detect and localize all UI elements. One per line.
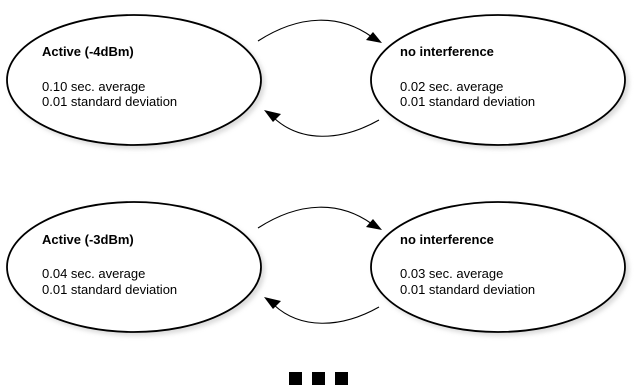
- state-node-no-interference-2: no interference 0.03 sec. average 0.01 s…: [370, 201, 626, 333]
- node-ellipse: [6, 201, 262, 333]
- transition-arrow-forward: [257, 19, 382, 43]
- ellipsis-dot: [289, 372, 302, 385]
- ellipsis-dot: [335, 372, 348, 385]
- node-std-dev: 0.01 standard deviation: [42, 94, 177, 109]
- node-ellipse: [370, 201, 626, 333]
- node-title: no interference: [400, 44, 494, 59]
- node-average: 0.03 sec. average: [400, 266, 503, 281]
- node-std-dev: 0.01 standard deviation: [400, 94, 535, 109]
- node-ellipse: [6, 14, 262, 146]
- state-pair-1: Active (-4dBm) 0.10 sec. average 0.01 st…: [6, 14, 629, 149]
- node-std-dev: 0.01 standard deviation: [400, 282, 535, 297]
- node-average: 0.04 sec. average: [42, 266, 145, 281]
- state-node-active-4dbm: Active (-4dBm) 0.10 sec. average 0.01 st…: [6, 14, 262, 146]
- state-node-no-interference-1: no interference 0.02 sec. average 0.01 s…: [370, 14, 626, 146]
- state-node-active-3dbm: Active (-3dBm) 0.04 sec. average 0.01 st…: [6, 201, 262, 333]
- state-pair-2: Active (-3dBm) 0.04 sec. average 0.01 st…: [6, 201, 629, 336]
- transition-arrow-back: [264, 297, 380, 324]
- transition-arrow-forward: [257, 206, 382, 230]
- node-std-dev: 0.01 standard deviation: [42, 282, 177, 297]
- node-title: Active (-3dBm): [42, 232, 134, 247]
- continuation-ellipsis: [289, 372, 348, 385]
- node-title: no interference: [400, 232, 494, 247]
- node-average: 0.02 sec. average: [400, 79, 503, 94]
- node-ellipse: [370, 14, 626, 146]
- ellipsis-dot: [312, 372, 325, 385]
- transition-arrow-back: [264, 110, 380, 137]
- node-title: Active (-4dBm): [42, 44, 134, 59]
- node-average: 0.10 sec. average: [42, 79, 145, 94]
